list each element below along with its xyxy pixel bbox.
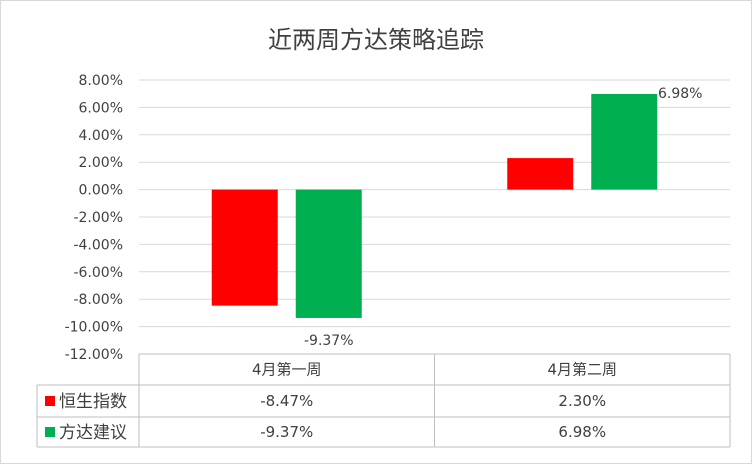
table-cell: 6.98% xyxy=(558,423,606,441)
y-tick-label: 2.00% xyxy=(79,155,123,171)
legend-key xyxy=(45,396,55,406)
y-tick-label: -8.00% xyxy=(73,292,123,308)
bar-fangda xyxy=(295,189,362,318)
legend-label: 恒生指数 xyxy=(59,392,127,412)
y-tick-label: 6.00% xyxy=(79,100,123,116)
y-tick-label: 8.00% xyxy=(79,73,123,89)
legend-label: 方达建议 xyxy=(59,423,127,443)
bar-hsi xyxy=(507,158,574,190)
legend-key xyxy=(45,427,55,437)
y-tick-label: 0.00% xyxy=(79,183,123,199)
y-tick-label: -6.00% xyxy=(73,265,123,281)
x-category-label: 4月第一周 xyxy=(252,361,322,379)
y-tick-label: -12.00% xyxy=(65,347,123,363)
table-cell: -9.37% xyxy=(260,423,313,441)
y-tick-label: -4.00% xyxy=(73,237,123,253)
y-tick-label: 4.00% xyxy=(79,128,123,144)
data-label: 6.98% xyxy=(658,86,702,102)
x-category-label: 4月第二周 xyxy=(547,361,617,379)
bars-layer xyxy=(211,93,658,318)
data-label: -9.37% xyxy=(304,333,354,349)
y-tick-label: -2.00% xyxy=(73,210,123,226)
labels-layer: 6.98% -9.37% xyxy=(304,86,703,349)
chart-title: 近两周方达策略追踪 xyxy=(268,26,484,54)
table-cell: -8.47% xyxy=(260,392,313,410)
y-tick-label: -10.00% xyxy=(65,320,123,336)
table-cell: 2.30% xyxy=(558,392,606,410)
bar-fangda xyxy=(591,93,658,190)
bar-hsi xyxy=(211,189,278,306)
